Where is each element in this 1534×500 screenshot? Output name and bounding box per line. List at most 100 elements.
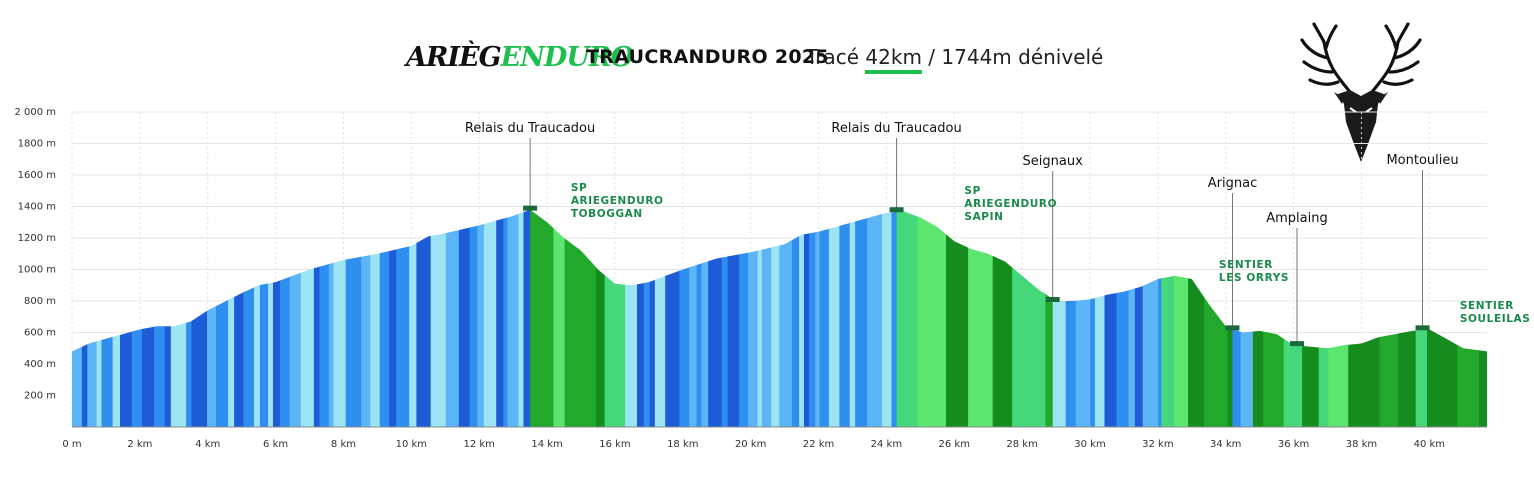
elevation-stripe xyxy=(370,209,381,427)
elevation-stripe xyxy=(564,209,597,427)
x-tick-label: 10 km xyxy=(396,439,427,450)
elevation-stripe xyxy=(1174,209,1189,427)
segment-label-line: SENTIER xyxy=(1219,259,1273,271)
elevation-stripe xyxy=(604,209,626,427)
elevation-stripe xyxy=(1012,209,1046,427)
segment-label: SP ARIEGENDURO TOBOGGAN xyxy=(571,182,664,220)
y-tick-label: 200 m xyxy=(24,391,56,402)
elevation-stripe xyxy=(839,209,851,427)
elevation-stripe xyxy=(1161,209,1175,427)
elevation-stripe xyxy=(649,209,656,427)
elevation-stripe xyxy=(779,209,793,427)
x-tick-label: 28 km xyxy=(1006,439,1037,450)
elevation-stripe xyxy=(1104,209,1117,427)
y-tick-label: 1800 m xyxy=(18,139,56,150)
elevation-stripe xyxy=(855,209,868,427)
segment-label-line: TOBOGGAN xyxy=(571,208,643,220)
elevation-stripe xyxy=(595,209,606,427)
x-tick-label: 8 km xyxy=(331,439,356,450)
waypoint-marker xyxy=(1225,325,1240,331)
elevation-stripe xyxy=(131,209,143,427)
waypoint-marker xyxy=(523,205,538,211)
elevation-stripe xyxy=(186,209,193,427)
x-tick-label: 18 km xyxy=(667,439,698,450)
brand-logo-part1: ARIÈG xyxy=(406,42,502,73)
y-tick-label: 1400 m xyxy=(18,202,56,213)
elevation-stripe xyxy=(273,209,281,427)
x-tick-label: 6 km xyxy=(263,439,288,450)
y-tick-label: 1000 m xyxy=(18,265,56,276)
elevation-stripe xyxy=(1398,209,1417,427)
elevation-stripe xyxy=(708,209,723,427)
trace-distance: 42km xyxy=(865,45,922,74)
segment-label-line: SP xyxy=(571,182,587,194)
elevation-stripe xyxy=(518,209,525,427)
elevation-stripe xyxy=(1065,209,1077,427)
segment-label-line: SAPIN xyxy=(964,211,1003,223)
waypoint-label: Amplaing xyxy=(1266,211,1328,226)
x-tick-label: 26 km xyxy=(939,439,970,450)
elevation-stripe xyxy=(361,209,371,427)
elevation-stripe xyxy=(896,209,919,427)
elevation-stripe xyxy=(154,209,166,427)
elevation-stripe xyxy=(333,209,347,427)
elevation-stripe xyxy=(72,209,83,427)
elevation-stripe xyxy=(917,209,947,427)
elevation-stripe xyxy=(689,209,698,427)
elevation-stripe xyxy=(1283,209,1303,427)
elevation-stripe xyxy=(701,209,709,427)
elevation-stripe xyxy=(1128,209,1136,427)
elevation-stripe xyxy=(1188,209,1205,427)
x-tick-label: 16 km xyxy=(599,439,630,450)
elevation-stripe xyxy=(389,209,397,427)
elevation-stripe xyxy=(828,209,840,427)
waypoint-label: Relais du Traucadou xyxy=(831,121,961,136)
elevation-stripe xyxy=(1457,209,1480,427)
x-tick-label: 40 km xyxy=(1414,439,1445,450)
x-tick-label: 32 km xyxy=(1142,439,1173,450)
elevation-stripe xyxy=(819,209,830,427)
elevation-stripe xyxy=(445,209,460,427)
elevation-stripe xyxy=(761,209,772,427)
elevation-stripe xyxy=(1379,209,1399,427)
trace-elevation: / 1744m dénivelé xyxy=(928,45,1104,69)
elevation-stripe xyxy=(319,209,330,427)
elevation-stripe xyxy=(1134,209,1144,427)
header: ARIÈGENDURO TRAUCRANDURO 2025 Tracé 42km… xyxy=(0,40,1534,80)
waypoint-marker xyxy=(1289,341,1304,347)
elevation-stripe xyxy=(96,209,103,427)
elevation-stripe xyxy=(164,209,172,427)
elevation-stripe xyxy=(553,209,566,427)
x-tick-label: 38 km xyxy=(1346,439,1377,450)
elevation-stripe xyxy=(469,209,478,427)
segment-label-line: SP xyxy=(964,185,980,197)
elevation-stripe xyxy=(313,209,321,427)
elevation-stripe xyxy=(87,209,98,427)
waypoint-label: Arignac xyxy=(1208,176,1257,191)
elevation-stripe xyxy=(234,209,244,427)
x-tick-label: 2 km xyxy=(127,439,152,450)
elevation-stripe xyxy=(679,209,690,427)
segment-label-line: SOULEILAS xyxy=(1460,313,1531,325)
x-tick-label: 4 km xyxy=(195,439,220,450)
y-tick-label: 2 000 m xyxy=(14,107,56,118)
elevation-stripe xyxy=(1090,209,1096,427)
elevation-stripe xyxy=(430,209,447,427)
waypoint-marker xyxy=(1415,325,1430,331)
deer-head-icon xyxy=(1300,22,1422,162)
elevation-stripe xyxy=(483,209,497,427)
elevation-stripe xyxy=(1052,209,1067,427)
elevation-stripe xyxy=(968,209,994,427)
elevation-stripe xyxy=(101,209,114,427)
y-tick-label: 1600 m xyxy=(18,170,56,181)
waypoint-marker xyxy=(1045,297,1060,302)
elevation-stripe xyxy=(637,209,645,427)
elevation-stripe xyxy=(300,209,315,427)
elevation-stripe xyxy=(289,209,302,427)
brand-logo-part2: ENDURO xyxy=(500,42,634,73)
elevation-stripe xyxy=(804,209,810,427)
trace-summary: Tracé 42km / 1744m dénivelé xyxy=(806,45,1104,74)
elevation-stripe xyxy=(259,209,269,427)
